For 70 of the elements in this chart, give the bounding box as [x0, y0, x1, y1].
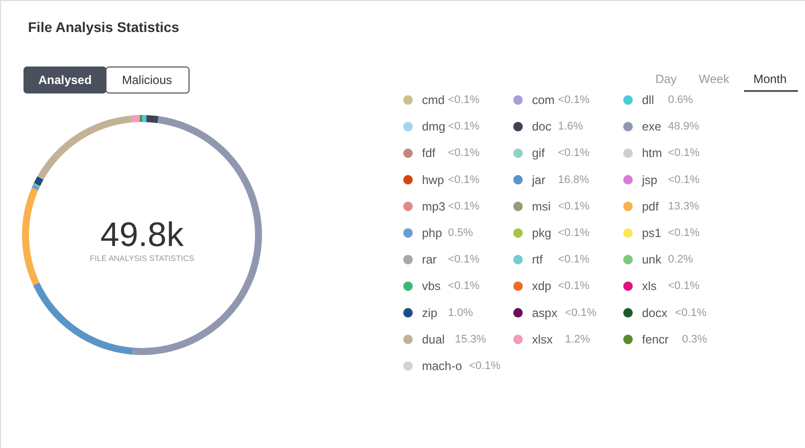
legend-label: exe — [642, 120, 662, 134]
text: <0.1% — [448, 280, 480, 292]
legend-label: dual — [422, 332, 445, 346]
legend-label: dmg — [422, 120, 446, 134]
text: <0.1% — [448, 120, 480, 133]
text: 49.8k — [100, 216, 185, 254]
text: Month — [753, 72, 787, 86]
text: Week — [698, 72, 730, 86]
legend-label: doc — [532, 120, 552, 134]
text: <0.1% — [675, 306, 706, 319]
legend-label: vbs — [422, 279, 441, 294]
legend-label: cmd — [422, 93, 445, 107]
legend-label: pkg — [532, 226, 552, 240]
data-label: 48.9% — [668, 120, 700, 133]
legend-label: xdp — [532, 279, 552, 294]
legend-label: pdf — [642, 199, 660, 214]
data-label: 16.8% — [558, 174, 590, 186]
text: <0.1% — [668, 174, 700, 186]
data-label: 0.2% — [668, 254, 694, 266]
legend-label: rar — [422, 252, 437, 267]
text: <0.1% — [668, 147, 700, 160]
text: <0.1% — [558, 200, 590, 212]
legend-label: mp3 — [422, 199, 446, 214]
text: <0.1% — [448, 147, 480, 160]
data-label: 0.5% — [448, 227, 474, 239]
text: <0.1% — [448, 200, 480, 212]
data-label: 15.3% — [455, 333, 486, 346]
data-label: 1.2% — [565, 333, 590, 346]
chart-title: File Analysis Statistics — [28, 19, 180, 35]
legend-label: com — [532, 93, 555, 107]
text: Analysed — [38, 73, 92, 87]
text: Malicious — [122, 73, 172, 87]
text: <0.1% — [448, 94, 480, 106]
legend-label: mach-o — [422, 359, 462, 373]
data-label: 1.6% — [558, 120, 584, 133]
legend-label: fencr — [642, 332, 669, 346]
legend-label: fdf — [422, 146, 436, 160]
text: <0.1% — [448, 174, 480, 186]
legend-label: jar — [531, 172, 546, 187]
text: FILE ANALYSIS STATISTICS — [90, 254, 194, 263]
legend-label: htm — [642, 146, 662, 160]
data-label: 0.6% — [668, 94, 694, 106]
text: <0.1% — [558, 254, 590, 266]
legend-label: hwp — [422, 172, 444, 187]
data-label: 1.0% — [448, 306, 474, 319]
text: Day — [655, 72, 677, 86]
legend-label: aspx — [532, 306, 558, 320]
legend-label: msi — [532, 199, 551, 214]
legend-label: php — [422, 226, 442, 240]
text: <0.1% — [448, 254, 480, 266]
legend-label: jsp — [641, 172, 658, 187]
legend-label: docx — [642, 306, 668, 320]
text: <0.1% — [558, 280, 590, 292]
legend-label: gif — [532, 146, 546, 160]
legend-label: rtf — [532, 252, 544, 267]
legend-label: xls — [642, 279, 657, 294]
data-label: 13.3% — [668, 200, 700, 212]
data-label: 0.3% — [682, 333, 708, 346]
text: <0.1% — [558, 227, 590, 239]
legend-label: unk — [642, 252, 662, 267]
legend-label: ps1 — [642, 226, 662, 240]
text: <0.1% — [565, 306, 596, 319]
text: <0.1% — [668, 280, 700, 292]
text: <0.1% — [558, 94, 590, 106]
legend-label: dll — [642, 93, 654, 107]
text: <0.1% — [469, 360, 500, 372]
text: <0.1% — [558, 147, 590, 160]
legend-label: xlsx — [532, 332, 553, 346]
text: <0.1% — [668, 227, 700, 239]
legend-label: zip — [422, 306, 438, 320]
